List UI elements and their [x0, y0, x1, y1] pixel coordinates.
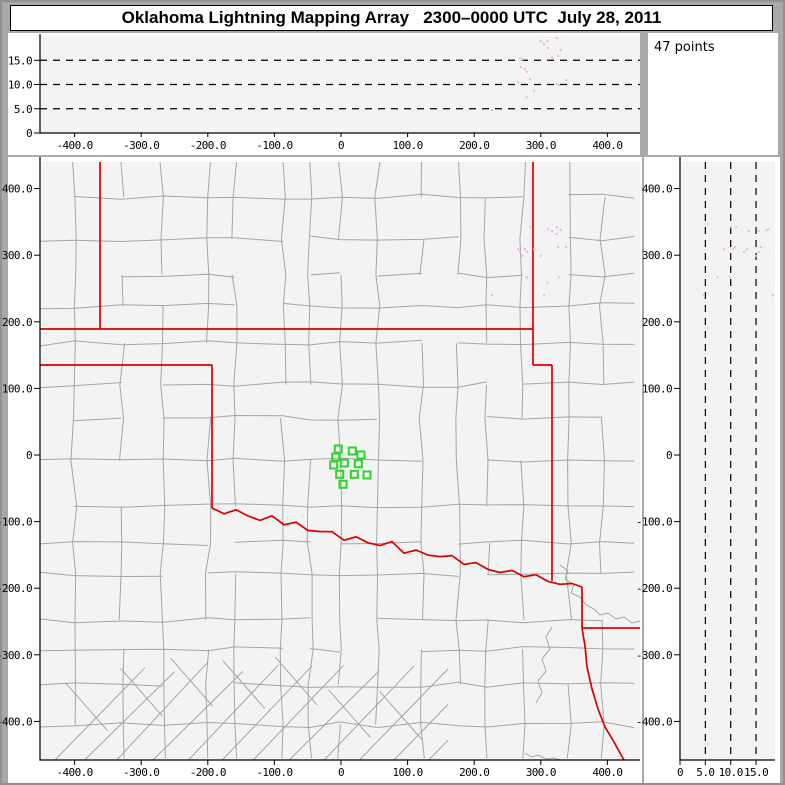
axis: 0 5.0 10.0 15.0 -400.0 -300.0 -200.0 -100.0 0 100… — [8, 34, 640, 152]
svg-text:-200.0: -200.0 — [636, 582, 672, 595]
plan-view-map-panel: 400.0 300.0 200.0 100.0 0 -100.0 -200.0 -300.0 -… — [0, 157, 642, 783]
svg-text:200.0: 200.0 — [2, 316, 32, 329]
svg-text:0: 0 — [26, 449, 32, 462]
svg-text:-200.0: -200.0 — [0, 582, 32, 595]
axis: 400.0 300.0 200.0 100.0 0 -100.0 -200.0 -300.0 -… — [0, 157, 640, 779]
svg-text:0: 0 — [338, 766, 344, 779]
svg-text:-400.0: -400.0 — [57, 766, 93, 779]
svg-text:10.0: 10.0 — [719, 766, 743, 779]
lightning-points — [491, 36, 568, 112]
altitude-gridlines — [704, 162, 757, 760]
svg-text:-400.0: -400.0 — [57, 139, 93, 152]
lightning-points — [702, 226, 775, 297]
svg-text:400.0: 400.0 — [2, 183, 32, 196]
svg-text:0: 0 — [338, 139, 344, 152]
svg-text:-400.0: -400.0 — [0, 715, 32, 728]
plan-view-map-plot[interactable]: 400.0 300.0 200.0 100.0 0 -100.0 -200.0 -300.0 -… — [0, 157, 642, 783]
altitude-ns-panel: 400.0 300.0 200.0 100.0 0 -100.0 -200.0 -300.0 -… — [636, 157, 780, 783]
svg-text:-200.0: -200.0 — [190, 139, 226, 152]
axis: 400.0 300.0 200.0 100.0 0 -100.0 -200.0 -300.0 -… — [636, 157, 775, 779]
svg-text:-200.0: -200.0 — [190, 766, 226, 779]
altitude-gridlines — [40, 59, 640, 110]
svg-text:100.0: 100.0 — [642, 382, 672, 395]
svg-text:15.0: 15.0 — [8, 54, 32, 67]
svg-text:5.0: 5.0 — [696, 766, 714, 779]
svg-text:400.0: 400.0 — [592, 139, 622, 152]
svg-text:0: 0 — [666, 449, 672, 462]
svg-text:0: 0 — [26, 127, 32, 140]
svg-text:200.0: 200.0 — [459, 139, 489, 152]
svg-text:-100.0: -100.0 — [256, 766, 292, 779]
county-lines — [40, 162, 640, 760]
svg-text:300.0: 300.0 — [642, 249, 672, 262]
svg-text:-300.0: -300.0 — [636, 649, 672, 662]
svg-text:400.0: 400.0 — [642, 183, 672, 196]
svg-text:-300.0: -300.0 — [123, 139, 159, 152]
points-count-label: 47 points — [654, 40, 715, 55]
svg-text:100.0: 100.0 — [393, 139, 423, 152]
svg-text:-300.0: -300.0 — [123, 766, 159, 779]
svg-text:-300.0: -300.0 — [0, 649, 32, 662]
svg-text:-100.0: -100.0 — [636, 516, 672, 529]
svg-text:400.0: 400.0 — [592, 766, 622, 779]
station-markers — [329, 444, 372, 489]
points-count-panel: 47 points — [648, 33, 778, 155]
lightning-points — [491, 226, 568, 297]
svg-text:-400.0: -400.0 — [636, 715, 672, 728]
altitude-ns-plot[interactable]: 400.0 300.0 200.0 100.0 0 -100.0 -200.0 -300.0 -… — [636, 157, 780, 783]
svg-text:300.0: 300.0 — [526, 139, 556, 152]
svg-text:5.0: 5.0 — [14, 103, 32, 116]
svg-text:200.0: 200.0 — [642, 316, 672, 329]
svg-text:-100.0: -100.0 — [256, 139, 292, 152]
altitude-ew-panel: 0 5.0 10.0 15.0 -400.0 -300.0 -200.0 -100.0 0 100… — [8, 33, 640, 155]
altitude-ew-plot[interactable]: 0 5.0 10.0 15.0 -400.0 -300.0 -200.0 -100.0 0 100… — [8, 33, 640, 155]
svg-text:-100.0: -100.0 — [0, 516, 32, 529]
svg-text:200.0: 200.0 — [459, 766, 489, 779]
svg-text:15.0: 15.0 — [744, 766, 768, 779]
state-borders — [40, 162, 640, 760]
svg-text:0: 0 — [677, 766, 683, 779]
svg-text:300.0: 300.0 — [2, 249, 32, 262]
svg-text:10.0: 10.0 — [8, 79, 32, 92]
title-bar: Oklahoma Lightning Mapping Array 2300–00… — [10, 5, 773, 31]
svg-text:100.0: 100.0 — [393, 766, 423, 779]
svg-text:100.0: 100.0 — [2, 382, 32, 395]
window-title: Oklahoma Lightning Mapping Array 2300–00… — [121, 8, 662, 27]
svg-text:300.0: 300.0 — [526, 766, 556, 779]
